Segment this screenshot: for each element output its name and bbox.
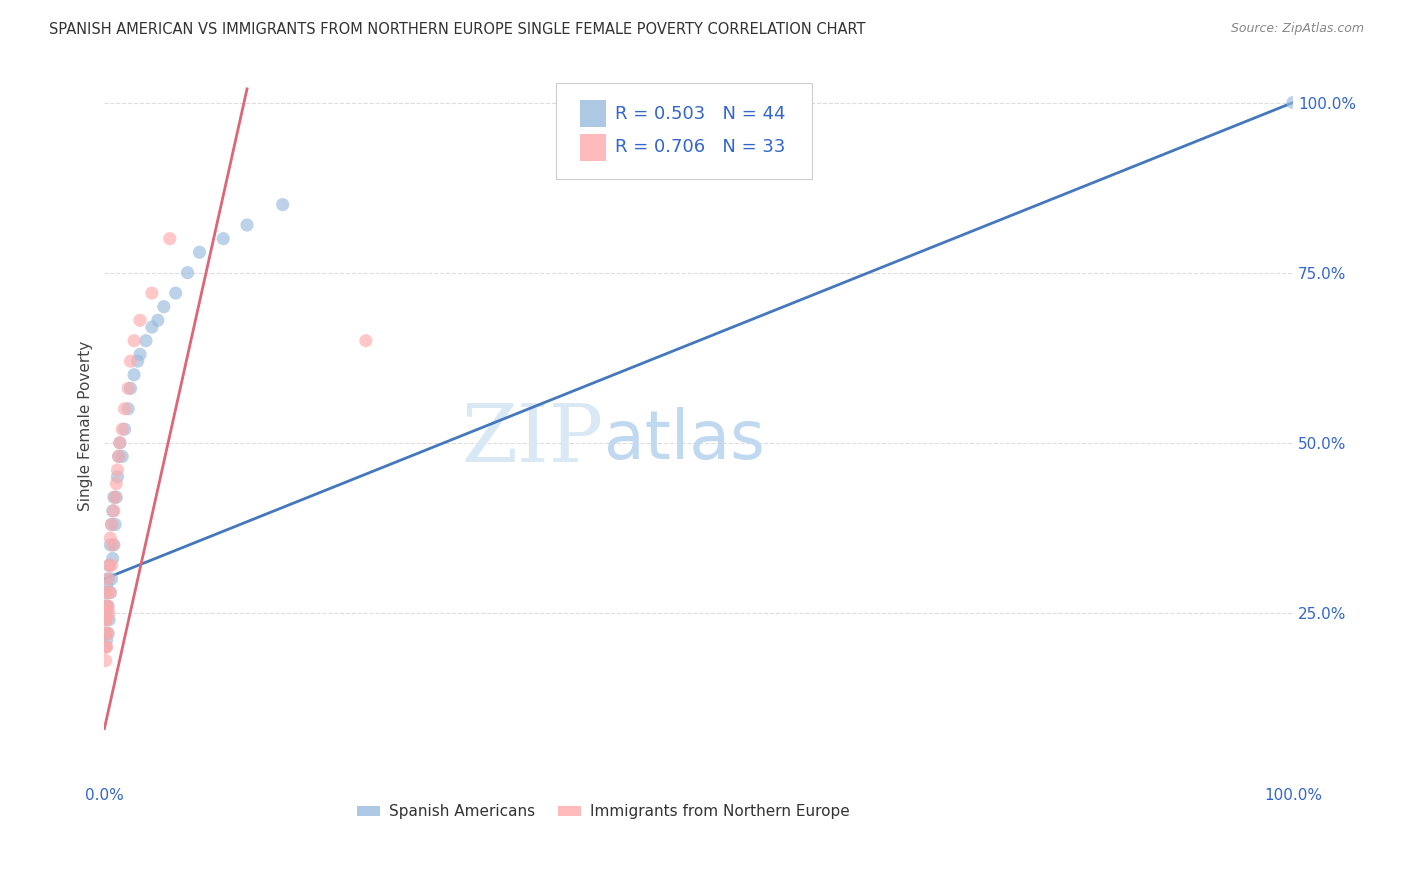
Point [100,517,122,532]
Point [153,300,176,314]
Point [236,218,259,232]
Point [212,232,235,246]
Point [129,313,152,327]
Text: R = 0.706   N = 33: R = 0.706 N = 33 [616,138,786,156]
Point [120,354,142,368]
Point [96,606,118,620]
Point [94,613,117,627]
Point [101,538,124,552]
Point [98,585,121,599]
Point [94,626,117,640]
Point [94,613,117,627]
Text: ZIP: ZIP [461,401,603,479]
Point [107,463,129,477]
Point [105,490,128,504]
Point [122,334,145,348]
Point [176,266,198,280]
Bar [579,134,606,161]
Point [159,232,181,246]
Point [108,435,131,450]
Point [114,401,136,416]
Point [122,368,145,382]
Point [97,599,120,613]
Point [117,381,139,395]
Point [96,640,118,654]
Point [120,381,142,395]
Point [105,476,128,491]
Point [94,599,117,613]
Bar [579,100,606,128]
Text: SPANISH AMERICAN VS IMMIGRANTS FROM NORTHERN EUROPE SINGLE FEMALE POVERTY CORREL: SPANISH AMERICAN VS IMMIGRANTS FROM NORT… [49,22,866,37]
Point [100,572,122,586]
Point [97,626,120,640]
Point [97,572,120,586]
Point [98,558,121,573]
Point [98,613,121,627]
Point [107,470,129,484]
Point [97,572,120,586]
FancyBboxPatch shape [555,83,811,179]
Point [98,585,121,599]
Text: R = 0.503   N = 44: R = 0.503 N = 44 [616,104,786,122]
Point [98,531,121,545]
Point [103,538,125,552]
Point [96,633,118,648]
Point [127,354,149,368]
Point [97,599,120,613]
Text: Source: ZipAtlas.com: Source: ZipAtlas.com [1230,22,1364,36]
Point [108,435,131,450]
Point [94,599,117,613]
Point [107,450,129,464]
Point [117,401,139,416]
Point [94,626,117,640]
Point [98,558,121,573]
Legend: Spanish Americans, Immigrants from Northern Europe: Spanish Americans, Immigrants from North… [352,798,856,825]
Point [107,450,129,464]
Point [100,558,122,573]
Point [103,490,125,504]
Point [354,334,377,348]
Point [141,286,163,301]
Point [165,286,187,301]
Text: atlas: atlas [603,407,765,473]
Point [94,640,117,654]
Point [188,245,211,260]
Point [101,504,124,518]
Point [98,606,121,620]
Y-axis label: Single Female Poverty: Single Female Poverty [79,341,93,511]
Point [146,313,169,327]
Point [271,197,294,211]
Point [98,538,121,552]
Point [1282,95,1305,110]
Point [111,422,134,436]
Point [111,450,134,464]
Point [96,585,118,599]
Point [100,517,122,532]
Point [96,613,118,627]
Point [104,490,127,504]
Point [96,579,118,593]
Point [94,585,117,599]
Point [135,334,157,348]
Point [129,347,152,361]
Point [103,504,125,518]
Point [141,320,163,334]
Point [97,626,120,640]
Point [94,654,117,668]
Point [114,422,136,436]
Point [104,517,127,532]
Point [94,640,117,654]
Point [101,551,124,566]
